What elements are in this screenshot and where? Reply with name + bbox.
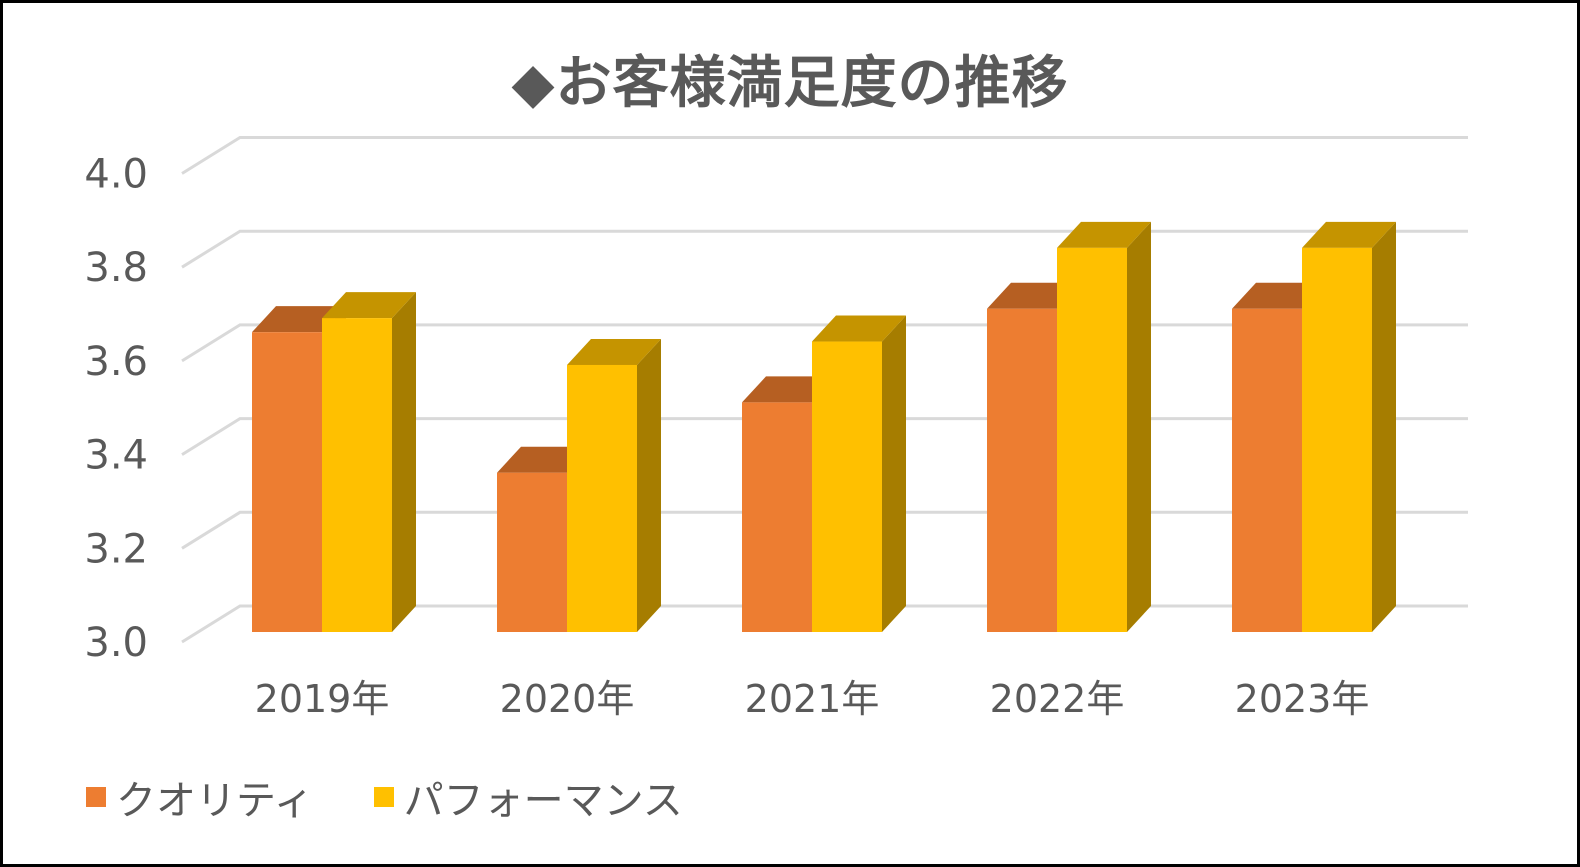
y-tick-label: 3.6 [84,339,148,385]
legend: クオリティ パフォーマンス [86,768,743,826]
legend-label-performance: パフォーマンス [403,778,683,824]
legend-swatch-performance [373,787,394,807]
y-tick-label: 3.2 [84,526,148,572]
x-tick-label: 2022年 [990,677,1125,721]
legend-label-quality: クオリティ [116,778,314,824]
bar-top-face [812,315,906,342]
bar-quality [987,308,1057,632]
bar-top-face [1057,221,1151,248]
bar-performance [322,318,392,632]
x-tick-label: 2019年 [255,677,390,721]
bar-performance [812,341,882,632]
legend-item-quality: クオリティ [86,768,314,826]
bar-performance [1302,247,1372,632]
y-tick-label: 3.0 [84,620,148,666]
bar-performance [1057,247,1127,632]
bar-top-face [1302,221,1396,248]
bar-performance [567,364,637,632]
bar-side-face [392,292,416,632]
bar-top-face [567,338,661,365]
x-tick-label: 2020年 [500,677,635,721]
gridline [181,229,1468,269]
x-tick-label: 2023年 [1235,677,1370,721]
bar-side-face [1127,221,1151,632]
bar-side-face [882,315,906,632]
gridline [181,136,1468,175]
bar-top-face [322,292,416,319]
legend-item-performance: パフォーマンス [373,768,683,826]
y-tick-label: 3.8 [84,245,148,291]
y-tick-label: 4.0 [84,152,148,198]
chart-title: ◆お客様満足度の推移 [511,51,1069,116]
bar-quality [1232,308,1302,632]
bar-quality [252,332,322,632]
bar-quality [497,472,567,632]
bar-quality [742,402,812,632]
x-tick-label: 2021年 [745,677,880,721]
y-tick-label: 3.4 [84,433,148,479]
legend-swatch-quality [86,787,106,807]
bar-side-face [637,338,661,632]
bar-side-face [1372,221,1396,632]
